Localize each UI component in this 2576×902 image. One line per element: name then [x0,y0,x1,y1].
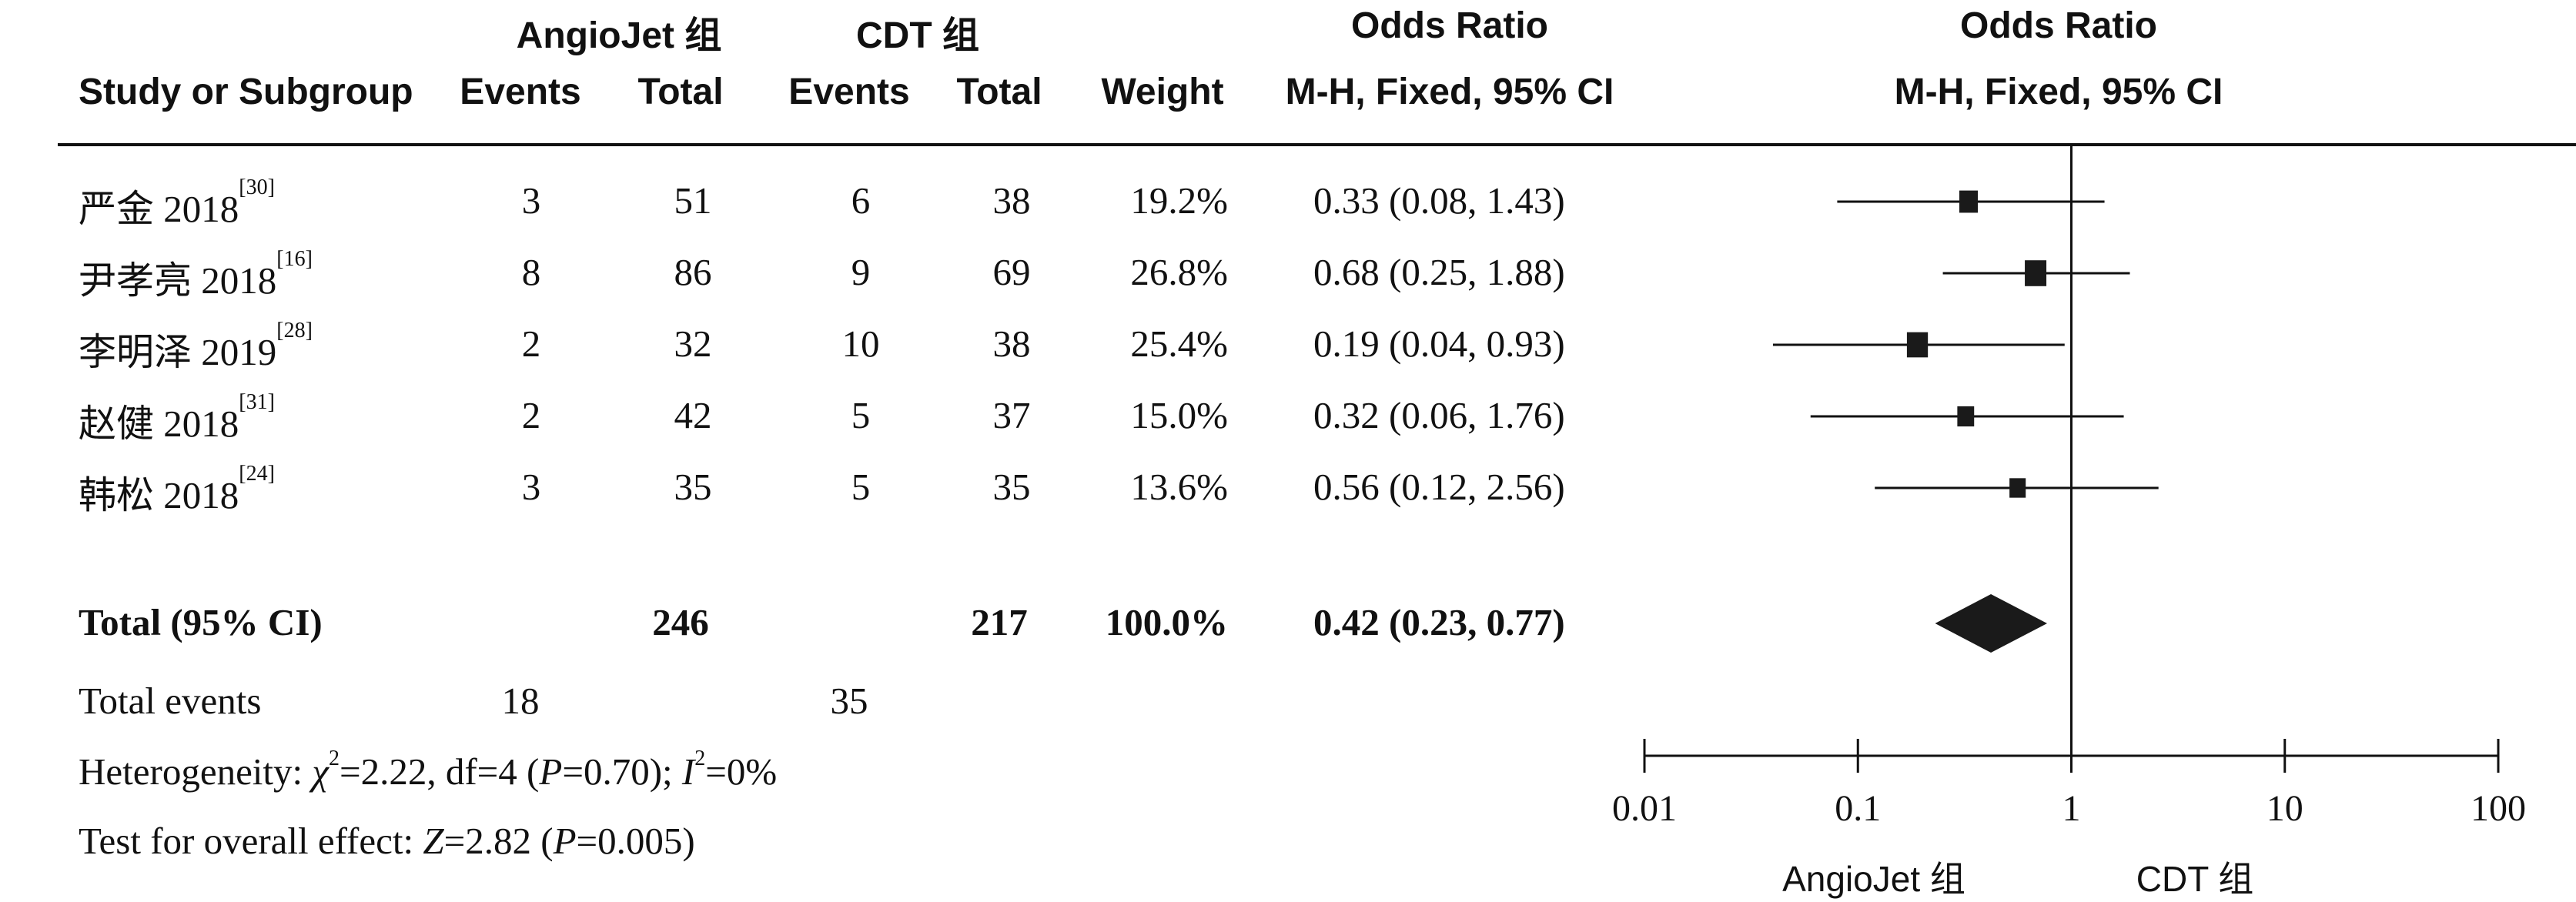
point-estimate [2025,260,2047,286]
col-events1: Events [460,72,581,112]
or-plot-method: M-H, Fixed, 95% CI [1894,72,2223,112]
or-cell: 0.68 (0.25, 1.88) [1313,251,1565,293]
or-cell: 0.33 (0.08, 1.43) [1313,179,1565,222]
total-label: Total (95% CI) [79,601,323,643]
total2-cell: 37 [992,394,1031,436]
or-cell: 0.32 (0.06, 1.76) [1313,394,1565,436]
weight-cell: 15.0% [1130,394,1228,436]
weight-cell: 26.8% [1130,251,1228,293]
point-estimate [1906,332,1929,358]
total1-cell: 42 [674,394,712,436]
total2-cell: 38 [992,322,1031,365]
total-events-label: Total events [79,680,262,722]
total1-cell: 32 [674,322,712,365]
x-tick-label: 0.01 [1612,788,1677,829]
group1-header: AngioJet 组 [516,15,722,56]
x-tick-label: 10 [2267,788,2303,829]
total-events-row: Total events 18 35 [0,679,1586,725]
total-weight-cell: 100.0% [1105,601,1228,643]
total-row: Total (95% CI) 246 217 100.0% 0.42 (0.23… [0,600,1586,646]
table-row: 严金 2018[30] 3 51 6 38 19.2% 0.33 (0.08, … [0,175,1586,230]
or-table-title: Odds Ratio [1350,5,1549,46]
or-cell: 0.56 (0.12, 2.56) [1313,466,1565,508]
events1-cell: 8 [521,251,541,293]
total1-cell: 51 [674,179,712,222]
weight-cell: 13.6% [1130,466,1228,508]
point-estimate [1957,406,1975,427]
heterogeneity-text: Heterogeneity: χ2=2.22, df=4 (P=0.70); I… [79,747,778,793]
total2-cell: 217 [971,601,1028,643]
weight-cell: 19.2% [1130,179,1228,222]
study-ref: [24] [239,462,275,486]
col-study: Study or Subgroup [79,72,413,112]
events2-cell: 9 [851,251,871,293]
col-total2: Total [956,72,1042,112]
favours-right-label: CDT 组 [2136,859,2254,899]
overall-effect-text: Test for overall effect: Z=2.82 (P=0.005… [79,820,695,862]
total1-cell: 246 [652,601,709,643]
table-row: 尹孝亮 2018[16] 8 86 9 69 26.8% 0.68 (0.25,… [0,247,1586,302]
table-row: 赵健 2018[31] 2 42 5 37 15.0% 0.32 (0.06, … [0,390,1586,445]
point-estimate [1959,190,1979,213]
col-total1: Total [637,72,724,112]
or-cell: 0.19 (0.04, 0.93) [1313,322,1565,365]
or-table-method: M-H, Fixed, 95% CI [1285,72,1614,112]
total2-cell: 69 [992,251,1031,293]
study-ref: [28] [276,319,313,342]
study-name: 赵健 2018[31] [79,390,275,445]
events1-cell: 3 [521,466,541,508]
total-or-cell: 0.42 (0.23, 0.77) [1313,601,1565,643]
study-name: 尹孝亮 2018[16] [79,247,313,302]
group2-header: CDT 组 [856,15,979,56]
point-estimate [2009,478,2026,498]
x-tick-label: 0.1 [1835,788,1881,829]
weight-cell: 25.4% [1130,322,1228,365]
table-row: 韩松 2018[24] 3 35 5 35 13.6% 0.56 (0.12, … [0,462,1586,516]
events2-cell: 10 [841,322,880,365]
events1-cell: 2 [521,394,541,436]
events2-cell: 5 [851,394,871,436]
col-events2: Events [788,72,910,112]
x-tick-label: 100 [2471,788,2526,829]
study-name: 严金 2018[30] [79,175,275,230]
events1-cell: 3 [521,179,541,222]
total-events2: 35 [830,680,868,722]
x-tick-label: 1 [2062,788,2081,829]
study-ref: [30] [239,175,275,199]
study-name: 韩松 2018[24] [79,462,275,516]
total2-cell: 38 [992,179,1031,222]
favours-left-label: AngioJet 组 [1782,859,1965,899]
table-row: 李明泽 2019[28] 2 32 10 38 25.4% 0.19 (0.04… [0,319,1586,373]
total-events1: 18 [501,680,540,722]
study-ref: [31] [239,390,275,414]
study-ref: [16] [276,247,313,271]
or-plot-title: Odds Ratio [1959,5,2158,46]
events2-cell: 5 [851,466,871,508]
events2-cell: 6 [851,179,871,222]
total1-cell: 86 [674,251,712,293]
total2-cell: 35 [992,466,1031,508]
total1-cell: 35 [674,466,712,508]
study-name: 李明泽 2019[28] [79,319,313,373]
events1-cell: 2 [521,322,541,365]
pooled-diamond [1935,594,2048,653]
col-weight: Weight [1101,72,1224,112]
